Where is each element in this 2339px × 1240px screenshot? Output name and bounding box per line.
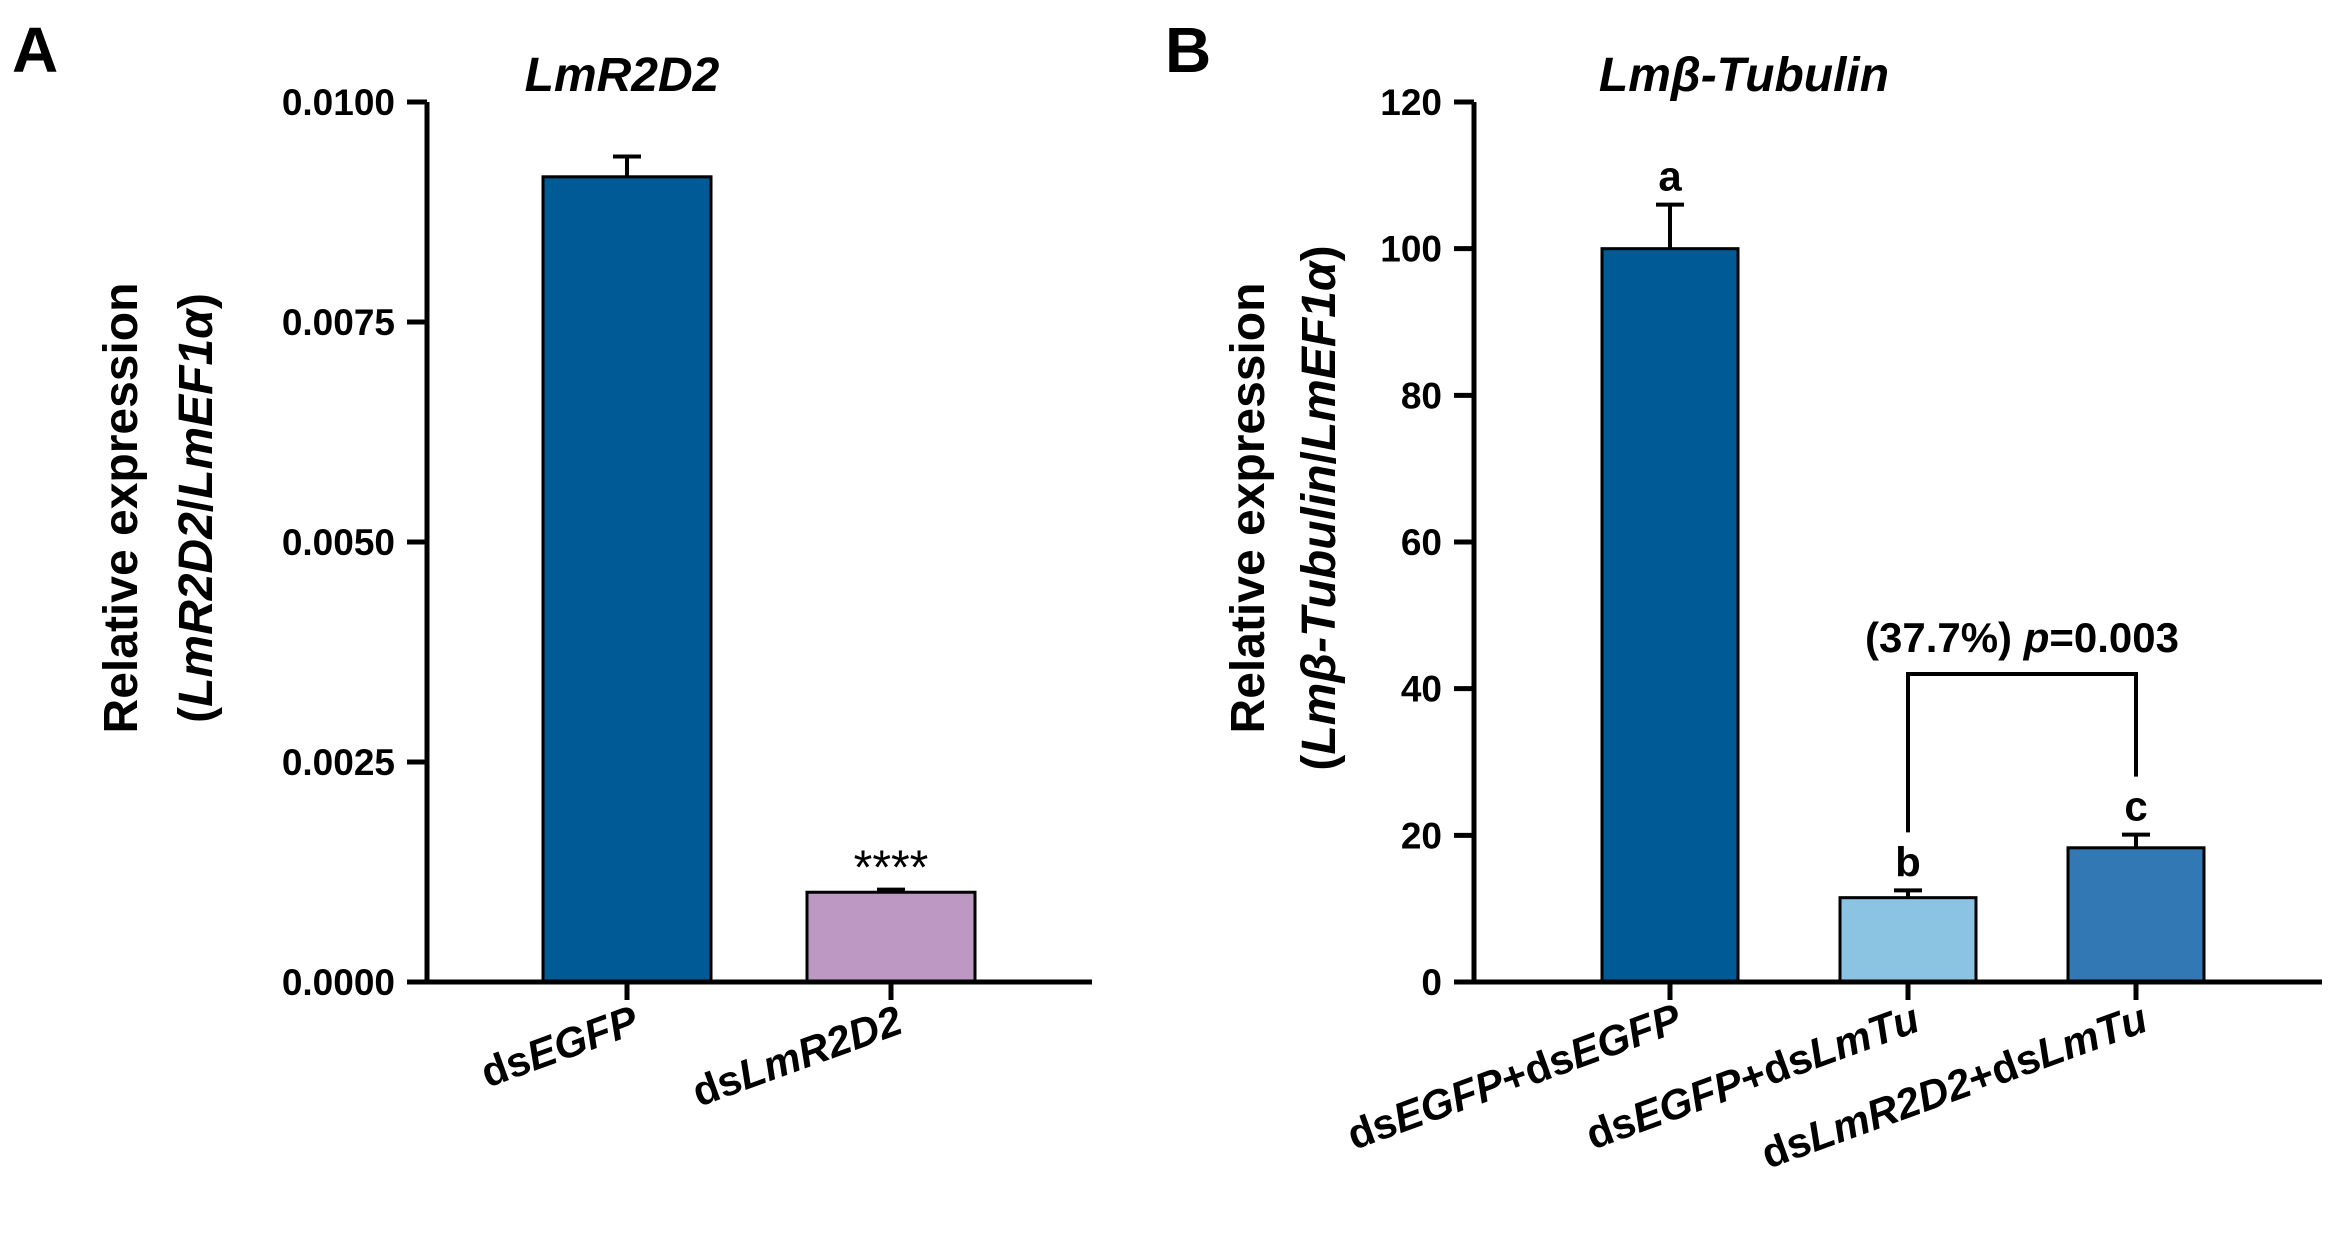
y-axis-label-line2: (LmR2D2/LmEF1α) [170, 293, 223, 723]
bar [2066, 846, 2206, 984]
bar-annotation: **** [854, 842, 929, 895]
y-axis-label-line1: Relative expression [95, 283, 148, 734]
comparison-bracket [1906, 672, 2138, 833]
y-tick-label: 20 [1401, 815, 1442, 856]
y-tick-label: 0.0025 [282, 742, 395, 783]
label-part: EGFP [521, 996, 645, 1080]
y-axis-label-part: ( [1293, 755, 1346, 771]
bar [805, 890, 977, 984]
bar-annotation: b [1895, 838, 1921, 885]
y-tick-label: 60 [1401, 522, 1442, 563]
y-tick-label: 0.0000 [282, 962, 395, 1003]
y-tick-label: 100 [1380, 229, 1442, 270]
y-axis-label-part: / [170, 499, 223, 512]
label-part: LmTu [1802, 994, 1925, 1077]
y-tick-label: 0 [1421, 962, 1442, 1003]
bar [1600, 247, 1740, 984]
bar [1838, 896, 1978, 984]
y-tick-label: 40 [1401, 669, 1442, 710]
bar-annotation: c [2124, 783, 2147, 830]
chart-title: LmR2D2 [525, 49, 720, 102]
y-axis-label-part: LmEF1α [1293, 259, 1346, 451]
bar-annotation: a [1658, 153, 1682, 200]
x-tick-label: dsLmR2D2+dsLmTu [1755, 994, 2153, 1177]
y-tick-label: 120 [1380, 82, 1442, 123]
x-tick-label: dsEGFP [474, 996, 645, 1096]
y-axis-label-line2: (Lmβ-Tubulin/LmEF1α) [1293, 245, 1346, 770]
panel-label: B [1165, 14, 1211, 86]
y-axis-label-line1: Relative expression [1222, 283, 1275, 734]
comparison-label: (37.7%) p=0.003 [1865, 614, 2179, 661]
panel-label: A [12, 14, 58, 86]
x-tick-label: dsLmR2D2 [686, 996, 908, 1115]
label-part: (37.7%) [1865, 614, 2024, 661]
label-part: LmR2D2 [732, 996, 908, 1098]
y-axis-label-part: LmEF1α [170, 307, 223, 499]
label-part: EGFP [1564, 994, 1688, 1078]
y-tick-label: 0.0050 [282, 522, 395, 563]
chart-title: Lmβ-Tubulin [1599, 49, 1889, 102]
label-part: =0.003 [2049, 614, 2179, 661]
y-axis-label-part: ) [1293, 245, 1346, 261]
y-tick-label: 0.0075 [282, 302, 395, 343]
y-axis-label-part: ( [170, 707, 223, 723]
y-tick-label: 80 [1401, 375, 1442, 416]
label-part: EGFP [1387, 1058, 1511, 1142]
y-tick-label: 0.0100 [282, 82, 395, 123]
label-part: EGFP [1626, 1058, 1750, 1142]
label-part: p [2023, 614, 2050, 661]
y-axis-label-part: Lmβ-Tubulin [1293, 464, 1346, 754]
y-axis-label-part: ) [170, 293, 223, 309]
y-axis-label-part: LmR2D2 [170, 512, 223, 707]
label-part: LmTu [2030, 994, 2153, 1077]
bar [541, 175, 713, 984]
y-axis-label-part: / [1293, 451, 1346, 464]
